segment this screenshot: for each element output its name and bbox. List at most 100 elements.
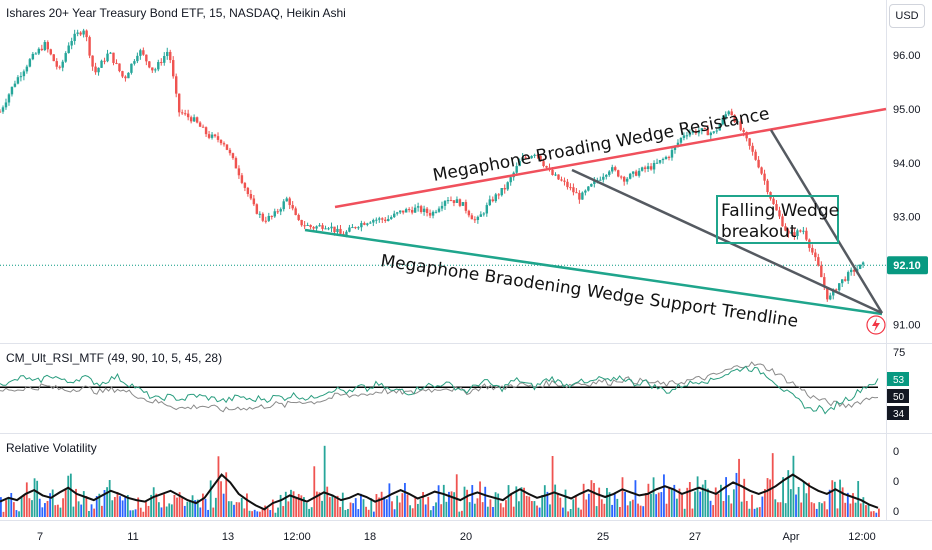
- volatility-bar: [797, 486, 800, 517]
- volatility-bar: [313, 466, 316, 517]
- volatility-bar: [600, 499, 603, 517]
- candle-body: [563, 180, 566, 182]
- volatility-bar: [217, 456, 220, 517]
- rsi-pane[interactable]: 75 53 50 34: [0, 347, 909, 420]
- candle-body: [527, 157, 530, 159]
- volatility-bar: [253, 509, 256, 517]
- candle-body: [557, 174, 560, 180]
- candle-body: [327, 228, 330, 230]
- candle-body: [682, 135, 686, 138]
- symbol-title[interactable]: Ishares 20+ Year Treasury Bond ETF, 15, …: [6, 6, 346, 20]
- volatility-bar: [619, 507, 621, 517]
- candle-body: [407, 209, 411, 211]
- candle-body: [742, 129, 745, 132]
- volatility-bar: [528, 496, 531, 517]
- volatility-bar: [587, 493, 590, 517]
- alert-icon[interactable]: [866, 315, 886, 335]
- volatility-bar: [235, 502, 238, 517]
- svg-text:50: 50: [893, 392, 905, 403]
- candle-body: [19, 76, 23, 78]
- candle-body: [841, 279, 844, 284]
- volatility-bar: [88, 510, 90, 517]
- volatility-bar: [243, 508, 246, 517]
- volatility-bar: [505, 500, 507, 517]
- candle-body: [330, 226, 333, 229]
- volatility-bar: [611, 504, 614, 517]
- volatility-bar: [18, 511, 20, 517]
- currency-button[interactable]: USD: [889, 4, 925, 28]
- volatility-bar: [129, 510, 132, 517]
- volatility-bar: [515, 486, 518, 517]
- candle-body: [706, 128, 710, 136]
- volatility-bar: [339, 506, 342, 517]
- resistance-trendline[interactable]: [334, 107, 887, 209]
- volatility-bar: [663, 474, 665, 517]
- wedge-lower-line[interactable]: [769, 129, 884, 314]
- relative-volatility-pane[interactable]: 0 0 0: [0, 445, 899, 518]
- volatility-bar: [186, 501, 189, 517]
- candle-body: [560, 179, 563, 181]
- volatility-bar: [852, 493, 854, 517]
- candle-body: [378, 218, 381, 220]
- volatility-bar: [704, 479, 707, 517]
- volatility-bar: [341, 492, 344, 517]
- candle-body: [739, 121, 742, 130]
- volatility-bar: [378, 497, 380, 517]
- volatility-bar: [367, 509, 370, 517]
- candle-body: [180, 112, 184, 114]
- volatility-bar: [321, 500, 323, 517]
- candle-body: [82, 30, 85, 35]
- candle-body: [174, 76, 178, 94]
- candle-body: [306, 224, 309, 226]
- rsi-indicator-title[interactable]: CM_Ult_RSI_MTF (49, 90, 10, 5, 45, 28): [6, 351, 223, 365]
- volatility-bar: [20, 497, 23, 517]
- wedge-upper-line[interactable]: [571, 168, 883, 315]
- volatility-bar: [85, 495, 88, 517]
- volatility-bar: [173, 494, 176, 517]
- price-axis-label: 95.00: [893, 104, 921, 116]
- time-axis-label: 12:00: [283, 531, 311, 543]
- support-trendline[interactable]: [304, 228, 883, 316]
- candle-body: [619, 176, 623, 178]
- candle-body: [455, 199, 459, 203]
- candle-body: [396, 212, 399, 214]
- volatility-bar: [147, 505, 150, 517]
- falling-wedge-box[interactable]: [716, 195, 839, 244]
- candle-body: [643, 167, 647, 169]
- candle-body: [473, 219, 477, 221]
- time-axis[interactable]: 7 11 13 12:00 18 20 25 27 Apr 12:00: [37, 531, 876, 543]
- volatility-bar: [722, 501, 725, 517]
- candle-body: [339, 228, 342, 234]
- volatility-bar: [593, 483, 595, 517]
- candle-body: [210, 134, 214, 138]
- volatility-bar: [642, 506, 645, 517]
- candle-body: [366, 223, 369, 225]
- time-axis-label: Apr: [782, 531, 799, 543]
- candle-body: [608, 171, 611, 175]
- rvol-indicator-title[interactable]: Relative Volatility: [6, 441, 97, 455]
- candle-body: [61, 61, 64, 68]
- volatility-bar: [530, 501, 533, 517]
- candle-body: [715, 130, 718, 132]
- candle-body: [195, 117, 199, 123]
- volatility-bar: [139, 507, 142, 517]
- candle-body: [91, 55, 94, 67]
- volatility-bar: [637, 503, 639, 517]
- candle-body: [823, 277, 826, 288]
- volatility-bar: [455, 474, 458, 517]
- candle-body: [575, 192, 578, 194]
- volatility-bar: [502, 507, 505, 517]
- candle-body: [658, 160, 662, 163]
- volatility-bar: [732, 489, 735, 517]
- candle-body: [351, 227, 354, 229]
- candle-body: [820, 265, 823, 278]
- candle-body: [796, 230, 799, 237]
- volatility-bar: [792, 455, 795, 517]
- volatility-bar: [650, 493, 652, 517]
- falling-wedge-label-line1: Falling Wedge: [721, 201, 839, 221]
- candle-body: [34, 53, 38, 55]
- volatility-bar: [429, 510, 432, 517]
- volatility-bar: [828, 489, 831, 517]
- volatility-bar: [647, 483, 650, 517]
